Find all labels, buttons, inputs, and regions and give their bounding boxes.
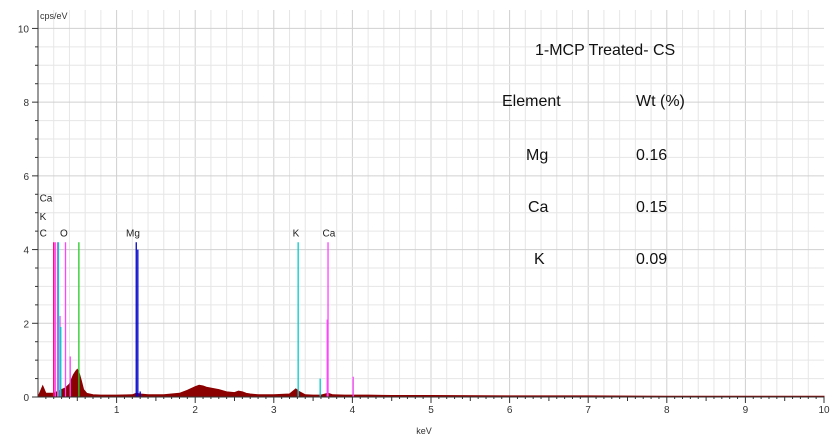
x-tick-label: 3: [271, 405, 277, 416]
row-wt-k: 0.09: [636, 251, 667, 268]
x-tick-label: 5: [428, 405, 434, 416]
peak-label: K: [293, 229, 300, 240]
peak-label: C: [40, 229, 47, 240]
peak-label: Ca: [40, 194, 53, 205]
x-tick-label: 7: [585, 405, 591, 416]
x-tick-label: 4: [350, 405, 356, 416]
x-tick-label: 2: [192, 405, 198, 416]
x-tick-label: 10: [818, 405, 830, 416]
y-tick-label: 4: [23, 246, 29, 257]
peak-label: K: [40, 212, 47, 223]
y-tick-label: 8: [23, 98, 29, 109]
column-header-wt: Wt (%): [636, 93, 685, 110]
x-axis-unit-label: keV: [416, 426, 432, 436]
peak-label: O: [60, 229, 68, 240]
x-tick-label: 8: [664, 405, 670, 416]
row-wt-ca: 0.15: [636, 199, 667, 216]
y-tick-label: 10: [18, 24, 30, 35]
column-header-element: Element: [502, 93, 561, 110]
row-element-k: K: [534, 251, 545, 268]
y-tick-label: 6: [23, 172, 29, 183]
row-element-mg: Mg: [526, 147, 548, 164]
row-wt-mg: 0.16: [636, 147, 667, 164]
x-tick-label: 9: [743, 405, 749, 416]
y-tick-label: 0: [23, 393, 29, 404]
sample-title: 1-MCP Treated- CS: [535, 42, 675, 59]
x-tick-label: 1: [114, 405, 120, 416]
peak-label: Ca: [323, 229, 336, 240]
y-axis-unit-label: cps/eV: [40, 11, 68, 21]
axes: 1 2 3 4 5 6 7 8 9 10 0 2 4 6 8 10: [18, 10, 830, 416]
y-tick-label: 2: [23, 319, 29, 330]
peak-label: Mg: [126, 229, 140, 240]
x-tick-label: 6: [507, 405, 513, 416]
grid: [38, 10, 824, 397]
element-markers: [53, 242, 354, 397]
composition-annotation: 1-MCP Treated- CS Element Wt (%) Mg 0.16…: [502, 42, 685, 268]
row-element-ca: Ca: [528, 199, 549, 216]
